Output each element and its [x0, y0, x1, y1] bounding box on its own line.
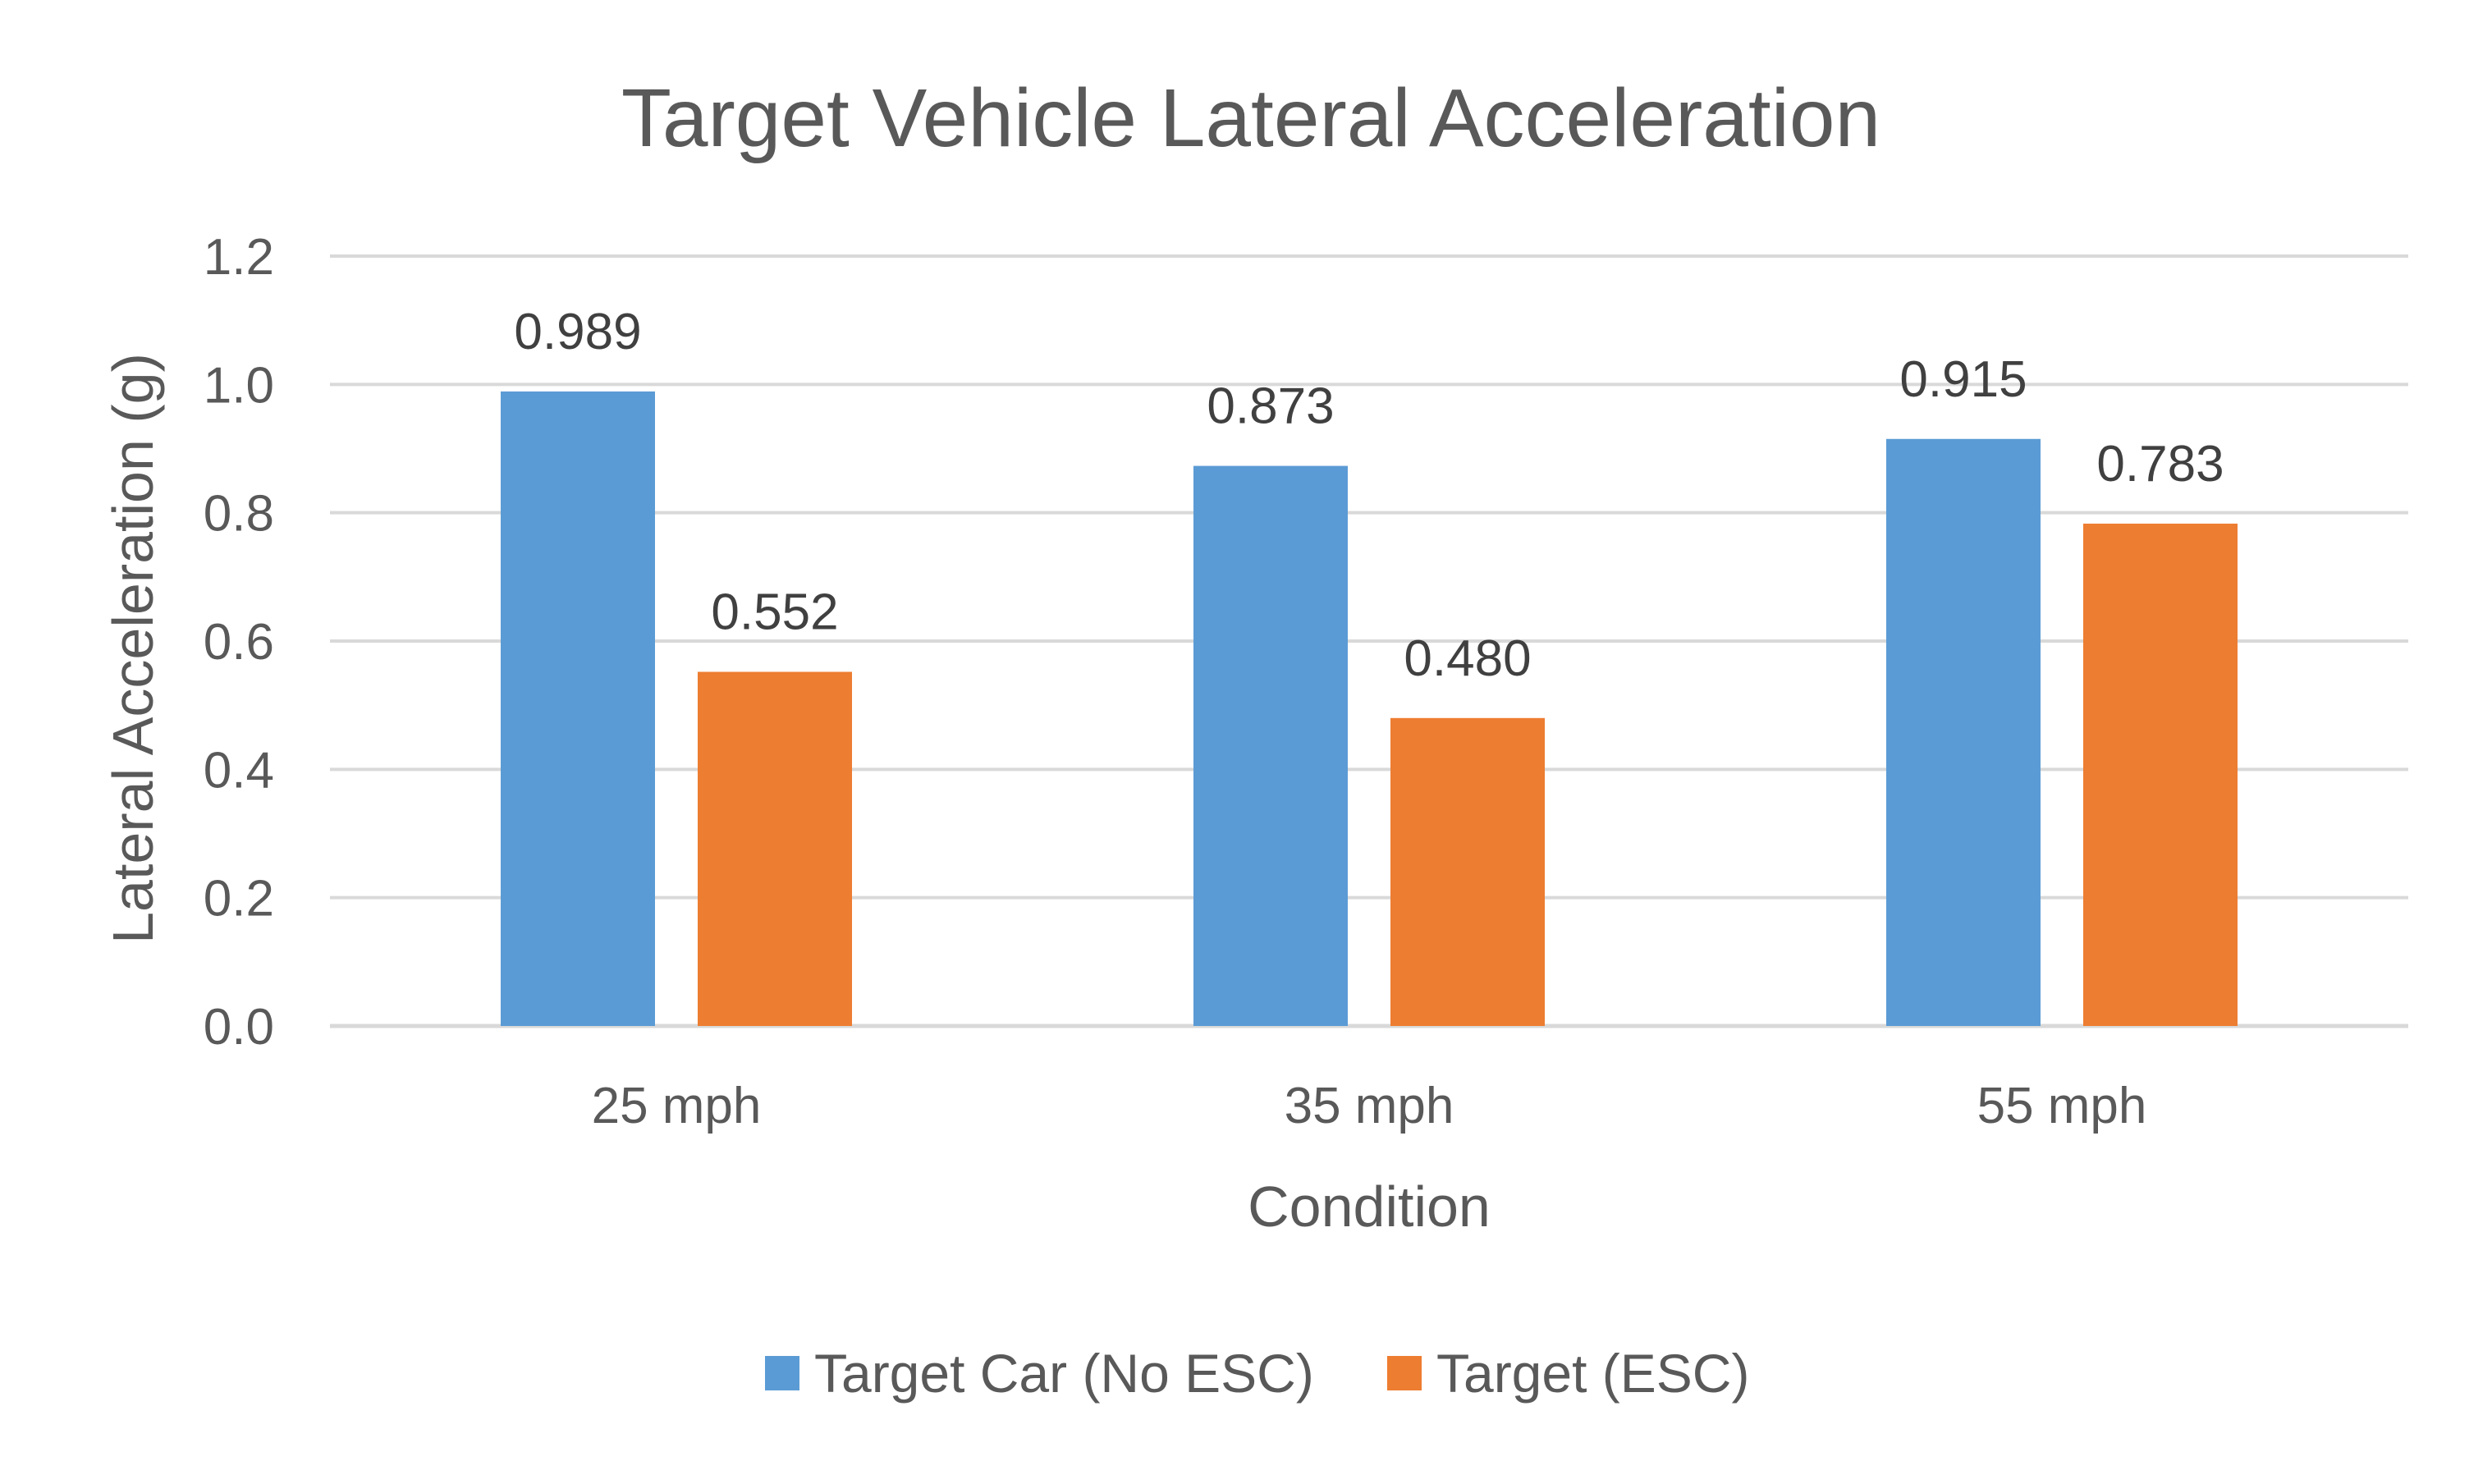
gridlines — [330, 254, 2408, 1028]
y-axis-title: Lateral Acceleration (g) — [101, 353, 165, 944]
y-tick-label: 0.8 — [204, 486, 274, 543]
y-tick-label: 0.6 — [204, 614, 274, 671]
legend-swatch — [1387, 1356, 1422, 1390]
bar-esc-2 — [1390, 717, 1545, 1026]
y-tick-label: 0.0 — [204, 999, 274, 1056]
data-label: 0.989 — [514, 304, 641, 360]
y-axis-ticks: 0.0 0.2 0.4 0.6 0.8 1.0 1.2 — [204, 229, 274, 1056]
bar-esc-1 — [698, 671, 852, 1026]
x-tick-label: 25 mph — [592, 1078, 762, 1134]
bar-no-esc-1 — [501, 391, 655, 1027]
data-label: 0.783 — [2096, 436, 2224, 492]
data-label: 0.480 — [1404, 630, 1531, 687]
legend-label: Target Car (No ESC) — [814, 1343, 1314, 1404]
x-tick-label: 35 mph — [1285, 1078, 1454, 1134]
y-tick-label: 1.0 — [204, 357, 274, 414]
legend-label: Target (ESC) — [1436, 1343, 1749, 1404]
legend-swatch — [765, 1356, 799, 1390]
bar-no-esc-3 — [1886, 438, 2041, 1026]
chart-title: Target Vehicle Lateral Acceleration — [621, 72, 1880, 164]
data-label: 0.915 — [1899, 351, 2027, 408]
data-labels: 0.989 0.552 0.873 0.480 0.915 0.783 — [514, 304, 2224, 687]
data-label: 0.552 — [711, 584, 838, 641]
legend: Target Car (No ESC) Target (ESC) — [765, 1343, 1749, 1404]
bar-no-esc-2 — [1193, 465, 1348, 1026]
y-tick-label: 1.2 — [204, 229, 274, 286]
x-axis-ticks: 25 mph 35 mph 55 mph — [592, 1078, 2147, 1134]
y-tick-label: 0.2 — [204, 871, 274, 928]
bar-esc-3 — [2083, 523, 2238, 1026]
bars — [501, 391, 2238, 1027]
y-tick-label: 0.4 — [204, 742, 274, 799]
data-label: 0.873 — [1207, 378, 1334, 435]
x-axis-title: Condition — [1248, 1175, 1491, 1239]
x-tick-label: 55 mph — [1977, 1078, 2147, 1134]
